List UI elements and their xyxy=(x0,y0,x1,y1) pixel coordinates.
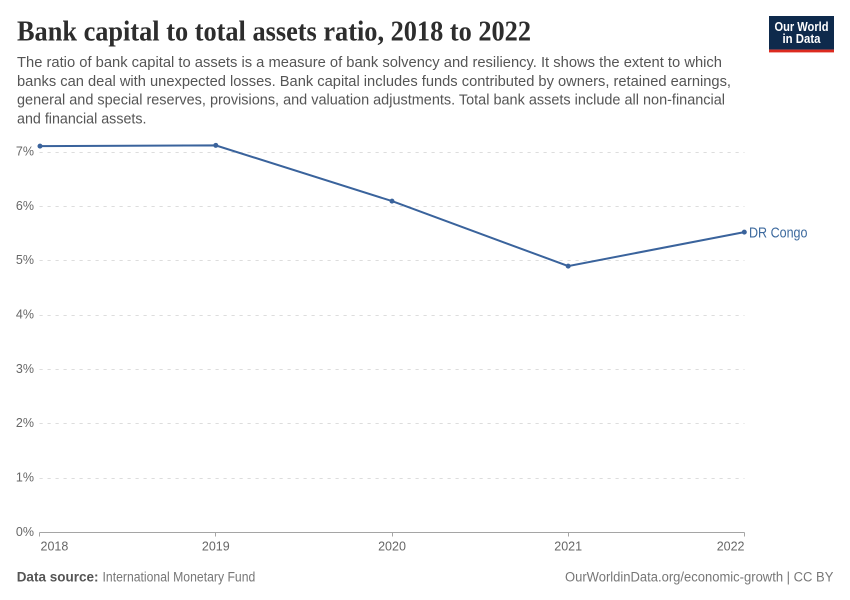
svg-text:2020: 2020 xyxy=(378,540,406,554)
svg-text:general and special reserves,: general and special reserves, provisions… xyxy=(17,92,725,109)
svg-text:2021: 2021 xyxy=(554,540,582,554)
svg-text:Data source:: Data source: xyxy=(17,569,99,584)
svg-text:2022: 2022 xyxy=(717,540,745,554)
svg-text:2019: 2019 xyxy=(202,540,230,554)
svg-text:banks can deal with unexpected: banks can deal with unexpected losses. B… xyxy=(17,73,731,90)
svg-text:DR Congo: DR Congo xyxy=(749,226,808,242)
svg-text:Our World: Our World xyxy=(775,19,829,34)
svg-text:3%: 3% xyxy=(16,362,34,376)
svg-text:4%: 4% xyxy=(16,308,34,322)
svg-text:7%: 7% xyxy=(16,145,34,159)
svg-text:2%: 2% xyxy=(16,416,34,430)
svg-text:in Data: in Data xyxy=(783,31,822,46)
svg-text:The ratio of bank capital to a: The ratio of bank capital to assets is a… xyxy=(17,54,722,71)
svg-text:2018: 2018 xyxy=(41,540,69,554)
svg-text:and financial assets.: and financial assets. xyxy=(17,110,147,127)
svg-text:OurWorldinData.org/economic-gr: OurWorldinData.org/economic-growth | CC … xyxy=(565,569,833,584)
svg-text:Bank capital to total assets r: Bank capital to total assets ratio, 2018… xyxy=(17,16,531,47)
svg-text:1%: 1% xyxy=(16,471,34,485)
svg-text:5%: 5% xyxy=(16,253,34,267)
svg-text:6%: 6% xyxy=(16,199,34,213)
svg-text:0%: 0% xyxy=(16,525,34,539)
svg-text:International Monetary Fund: International Monetary Fund xyxy=(103,569,256,584)
